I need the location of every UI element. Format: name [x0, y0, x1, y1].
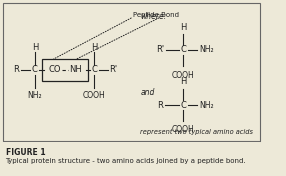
- Text: C: C: [180, 100, 186, 109]
- Bar: [42, 59, 88, 81]
- Text: R': R': [156, 46, 165, 55]
- Text: H: H: [91, 42, 98, 52]
- Text: NH₂: NH₂: [27, 90, 42, 99]
- Text: R: R: [158, 100, 164, 109]
- Text: COOH: COOH: [172, 71, 195, 80]
- Bar: [3, 3, 260, 141]
- Text: NH₂: NH₂: [199, 46, 214, 55]
- Text: COOH: COOH: [172, 125, 195, 134]
- Text: C: C: [180, 46, 186, 55]
- Text: CO: CO: [49, 65, 61, 74]
- Text: R: R: [13, 65, 19, 74]
- Text: represent two typical amino acids: represent two typical amino acids: [140, 129, 253, 135]
- Text: H: H: [32, 42, 38, 52]
- Text: Typical protein structure - two amino acids joined by a peptide bond.: Typical protein structure - two amino ac…: [5, 158, 246, 164]
- Bar: [3, 141, 260, 173]
- Text: COOH: COOH: [83, 92, 106, 100]
- Text: where:: where:: [140, 12, 167, 21]
- Text: and: and: [140, 88, 155, 97]
- Text: NH₂: NH₂: [199, 100, 214, 109]
- Text: Peptide Bond: Peptide Bond: [133, 12, 179, 18]
- Text: H: H: [180, 77, 187, 86]
- Text: NH: NH: [69, 65, 82, 74]
- Text: FIGURE 1: FIGURE 1: [5, 148, 45, 157]
- Text: R': R': [109, 65, 117, 74]
- Text: C: C: [92, 65, 98, 74]
- Text: C: C: [32, 65, 38, 74]
- Text: H: H: [180, 23, 187, 32]
